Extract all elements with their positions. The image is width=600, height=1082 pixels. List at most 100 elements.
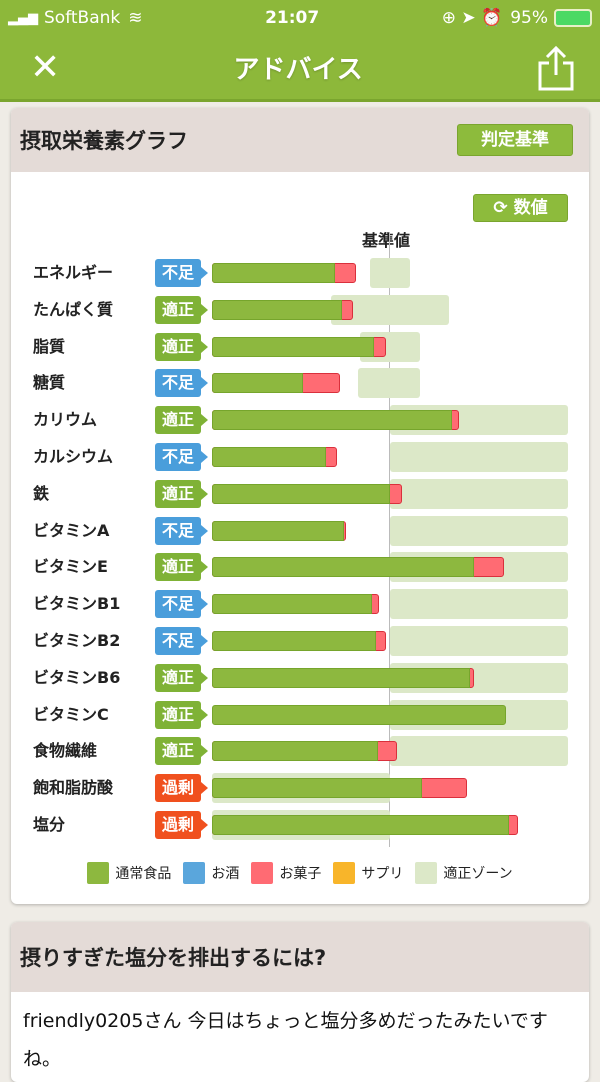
food-bar	[212, 483, 390, 504]
reference-line	[389, 232, 390, 847]
zone-band	[390, 625, 568, 656]
legend-swatch	[333, 862, 356, 884]
chart-row: エネルギー 不足	[11, 255, 589, 292]
bar-track	[11, 807, 589, 844]
nutrient-label: 飽和脂肪酸	[33, 778, 114, 798]
nutrient-label: たんぱく質	[33, 299, 114, 319]
bar-track	[11, 292, 589, 329]
nutrient-label: ビタミンB2	[33, 630, 121, 650]
food-bar	[212, 630, 376, 651]
legend-swatch	[87, 862, 110, 884]
food-bar	[212, 520, 344, 541]
values-button[interactable]: ⟳ 数値	[473, 194, 568, 222]
nutrient-label: 塩分	[33, 814, 66, 834]
status-badge: 不足	[155, 516, 208, 545]
chart-row: 鉄 適正	[11, 476, 589, 513]
zone-band	[357, 368, 421, 399]
status-icons: ⊕ ➤ ⏰	[441, 8, 503, 28]
legend-item: お菓子	[251, 862, 321, 884]
refresh-icon: ⟳	[493, 198, 514, 218]
status-badge: 適正	[155, 332, 208, 361]
page-title: アドバイス	[233, 55, 363, 85]
food-bar	[212, 299, 342, 320]
bar-track	[11, 329, 589, 366]
carrier: SoftBank	[44, 8, 121, 28]
zone-band	[390, 515, 568, 546]
nutrient-label: カリウム	[33, 410, 98, 430]
food-bar	[212, 778, 423, 799]
nutrient-label: 糖質	[33, 373, 66, 393]
status-badge: 不足	[155, 590, 208, 619]
bar-track	[11, 513, 589, 550]
chart-row: ビタミンE 適正	[11, 549, 589, 586]
share-icon[interactable]	[536, 45, 576, 91]
bar-track	[11, 770, 589, 807]
food-bar	[212, 741, 378, 762]
card-header: 摂取栄養素グラフ 判定基準	[11, 108, 589, 172]
bar-track	[11, 365, 589, 402]
nutrient-label: ビタミンE	[33, 557, 108, 577]
food-bar	[212, 704, 506, 725]
chart-row: 脂質 適正	[11, 329, 589, 366]
chart-row: ビタミンB6 適正	[11, 660, 589, 697]
battery-icon	[554, 9, 593, 27]
status-badge: 適正	[155, 700, 208, 729]
legend: 通常食品 お酒 お菓子 サプリ 適正ゾーン	[11, 862, 589, 884]
chart-row: 食物繊維 適正	[11, 733, 589, 770]
close-icon[interactable]: ✕	[30, 47, 61, 88]
status-badge: 適正	[155, 737, 208, 766]
nutrient-label: 鉄	[33, 483, 50, 503]
chart-row: 飽和脂肪酸 過剰	[11, 770, 589, 807]
bar-track	[11, 733, 589, 770]
nutrient-label: ビタミンB6	[33, 667, 121, 687]
zone-band	[390, 478, 568, 509]
nutrient-label: 食物繊維	[33, 741, 98, 761]
zone-band	[390, 441, 568, 472]
status-badge: 不足	[155, 626, 208, 655]
legend-swatch	[183, 862, 206, 884]
clock: 21:07	[265, 8, 320, 28]
status-badge: 過剰	[155, 810, 208, 839]
chart-row: 糖質 不足	[11, 365, 589, 402]
nutrient-label: エネルギー	[33, 263, 114, 282]
advice-header: 摂りすぎた塩分を排出するには?	[11, 922, 589, 992]
status-badge: 適正	[155, 663, 208, 692]
values-button-label: 数値	[513, 198, 548, 218]
graph-controls: ⟳ 数値 基準値	[11, 194, 589, 254]
reference-label: 基準値	[362, 231, 411, 250]
legend-swatch	[415, 862, 438, 884]
status-badge: 過剰	[155, 774, 208, 803]
nav-bar: ✕ アドバイス	[0, 36, 600, 102]
card-title: 摂取栄養素グラフ	[20, 129, 188, 153]
chart-row: カルシウム 不足	[11, 439, 589, 476]
legend-label: 通常食品	[115, 866, 172, 882]
bar-track	[11, 439, 589, 476]
food-bar	[212, 594, 373, 615]
food-bar	[212, 263, 335, 283]
criteria-button[interactable]: 判定基準	[457, 124, 573, 156]
food-bar	[212, 446, 326, 467]
nutrient-label: ビタミンA	[33, 520, 110, 540]
legend-item: 適正ゾーン	[415, 862, 513, 884]
bar-track	[11, 255, 589, 292]
food-bar	[212, 557, 474, 578]
bar-track	[11, 623, 589, 660]
nutrient-label: 脂質	[33, 336, 66, 356]
status-bar: ▂▄▆ SoftBank ≋ 21:07 ⊕ ➤ ⏰ 95%	[0, 0, 600, 36]
chart-row: ビタミンB1 不足	[11, 586, 589, 623]
food-bar	[212, 336, 374, 357]
bar-track	[11, 549, 589, 586]
nutrient-label: ビタミンC	[33, 704, 109, 724]
nutrient-label: カルシウム	[33, 446, 114, 466]
bar-track	[11, 586, 589, 623]
legend-item: 通常食品	[87, 862, 171, 884]
chart-row: ビタミンA 不足	[11, 513, 589, 550]
bar-track	[11, 697, 589, 734]
signal-icon: ▂▄▆	[8, 10, 38, 26]
zone-band	[390, 589, 568, 620]
status-badge: 適正	[155, 295, 208, 324]
legend-swatch	[251, 862, 274, 884]
status-badge: 不足	[155, 259, 208, 287]
legend-label: お酒	[211, 866, 240, 882]
legend-item: サプリ	[333, 862, 403, 884]
